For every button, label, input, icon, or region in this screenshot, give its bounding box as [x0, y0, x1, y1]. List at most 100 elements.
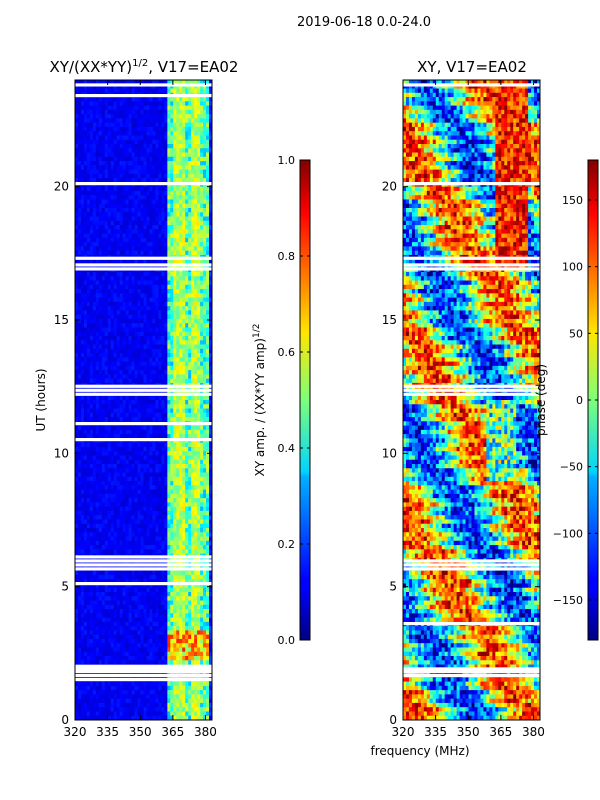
heatmap-cell — [206, 301, 210, 307]
heatmap-cell — [152, 310, 156, 316]
heatmap-cell — [131, 88, 135, 94]
heatmap-cell — [77, 297, 82, 303]
heatmap-cell — [128, 97, 132, 102]
heatmap-cell — [131, 301, 135, 307]
heatmap-cell — [152, 208, 156, 213]
heatmap-cell — [80, 280, 85, 286]
heatmap-cell — [110, 468, 115, 473]
heatmap-cell — [182, 289, 186, 294]
heatmap-cell — [176, 434, 180, 439]
heatmap-cell — [170, 357, 174, 362]
heatmap-cell — [95, 417, 100, 422]
heatmap-cell — [137, 344, 141, 350]
heatmap-cell — [101, 365, 106, 371]
heatmap-cell — [131, 173, 135, 179]
heatmap-cell — [122, 464, 127, 469]
heatmap-cell — [122, 144, 127, 149]
heatmap-cell — [191, 357, 195, 362]
heatmap-cell — [131, 459, 135, 465]
heatmap-cell — [131, 344, 135, 350]
heatmap-cell — [125, 404, 130, 409]
heatmap-cell — [116, 459, 121, 465]
heatmap-cell — [101, 216, 106, 222]
heatmap-cell — [158, 105, 162, 111]
heatmap-cell — [107, 246, 112, 252]
heatmap-cell — [146, 404, 150, 409]
heatmap-cell — [149, 523, 153, 529]
heatmap-cell — [200, 216, 204, 222]
heatmap-cell — [86, 139, 91, 145]
heatmap-cell — [83, 131, 88, 136]
heatmap-cell — [161, 318, 165, 324]
heatmap-cell — [104, 84, 109, 89]
heatmap-cell — [107, 126, 112, 132]
heatmap-cell — [134, 502, 138, 508]
heatmap-cell — [146, 250, 150, 256]
heatmap-cell — [170, 502, 174, 508]
heatmap-cell — [80, 156, 85, 162]
heatmap-cell — [209, 515, 212, 520]
heatmap-cell — [167, 109, 171, 115]
heatmap-cell — [125, 225, 130, 230]
heatmap-cell — [128, 80, 132, 85]
heatmap-cell — [113, 233, 118, 239]
heatmap-cell — [152, 97, 156, 102]
heatmap-cell — [197, 353, 201, 358]
heatmap-cell — [146, 165, 150, 170]
heatmap-cell — [158, 476, 162, 482]
heatmap-cell — [197, 468, 201, 473]
heatmap-cell — [134, 451, 138, 456]
heatmap-cell — [113, 250, 118, 256]
heatmap-cell — [176, 357, 180, 362]
heatmap-cell — [203, 425, 207, 431]
heatmap-cell — [113, 173, 118, 179]
heatmap-cell — [110, 429, 115, 435]
heatmap-cell — [116, 455, 121, 461]
heatmap-cell — [197, 225, 201, 230]
heatmap-cell — [119, 408, 124, 414]
heatmap-cell — [206, 216, 210, 222]
heatmap-cell — [119, 498, 124, 503]
heatmap-cell — [191, 536, 195, 542]
heatmap-cell — [75, 536, 79, 542]
heatmap-cell — [77, 246, 82, 252]
heatmap-cell — [104, 293, 109, 298]
heatmap-cell — [170, 510, 174, 516]
heatmap-cell — [182, 442, 186, 448]
heatmap-cell — [77, 412, 82, 418]
heatmap-cell — [209, 178, 212, 183]
heatmap-cell — [77, 199, 82, 205]
heatmap-cell — [86, 310, 91, 316]
heatmap-cell — [155, 122, 159, 128]
heatmap-cell — [155, 97, 159, 102]
heatmap-cell — [134, 237, 138, 243]
heatmap-cell — [122, 472, 127, 478]
heatmap-cell — [188, 519, 192, 525]
heatmap-cell — [188, 289, 192, 294]
heatmap-cell — [161, 220, 165, 226]
heatmap-cell — [107, 122, 112, 128]
heatmap-cell — [152, 412, 156, 418]
heatmap-cell — [131, 186, 135, 192]
heatmap-cell — [149, 395, 153, 401]
heatmap-cell — [176, 374, 180, 380]
heatmap-cell — [197, 532, 201, 537]
heatmap-cell — [119, 323, 124, 328]
heatmap-cell — [86, 152, 91, 158]
heatmap-cell — [101, 272, 106, 277]
heatmap-cell — [101, 289, 106, 294]
heatmap-cell — [83, 148, 88, 153]
heatmap-cell — [173, 237, 177, 243]
heatmap-cell — [104, 306, 109, 311]
heatmap-cell — [101, 169, 106, 175]
heatmap-cell — [77, 425, 82, 431]
heatmap-cell — [86, 489, 91, 495]
heatmap-cell — [119, 272, 124, 277]
heatmap-cell — [182, 446, 186, 452]
heatmap-cell — [75, 344, 79, 350]
heatmap-cell — [113, 84, 118, 89]
heatmap-cell — [200, 280, 204, 286]
heatmap-cell — [116, 357, 121, 362]
heatmap-cell — [110, 331, 115, 337]
heatmap-cell — [95, 336, 100, 341]
